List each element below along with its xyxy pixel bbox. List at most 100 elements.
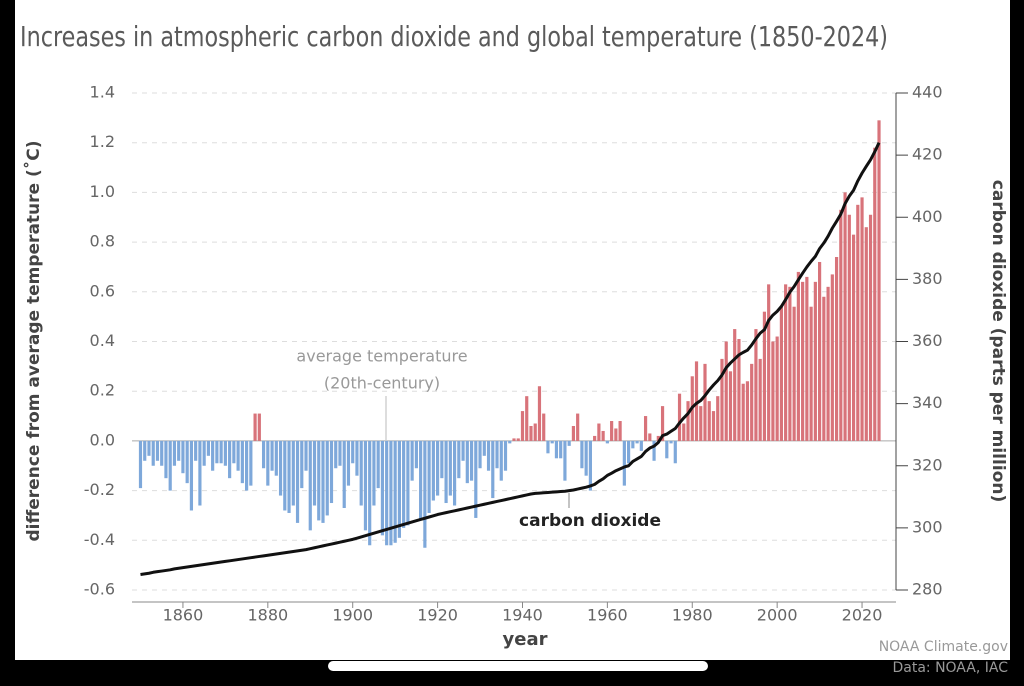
bar [177, 440, 181, 461]
y-tick-label: 1.2 [90, 132, 115, 151]
bar [465, 440, 469, 484]
bar [414, 440, 418, 469]
bar [363, 440, 368, 531]
bar [529, 425, 533, 441]
bar [338, 440, 342, 466]
bar [550, 440, 554, 444]
bar [274, 440, 278, 476]
bar [571, 425, 576, 441]
bar [525, 396, 529, 441]
x-tick-label: 1900 [332, 606, 373, 625]
bar [593, 435, 597, 441]
bar [796, 271, 800, 441]
y2-tick-label: 340 [912, 393, 943, 412]
bar [385, 440, 389, 546]
bar [622, 440, 626, 486]
bar [792, 306, 796, 441]
source: Data: NOAA, IAC [892, 660, 1008, 676]
y2-tick-label: 280 [912, 580, 943, 599]
bar [580, 440, 584, 469]
bar [741, 383, 745, 441]
bar [660, 406, 665, 441]
bar [457, 440, 461, 479]
bar [402, 440, 406, 528]
bar [597, 423, 601, 441]
x-tick-label: 1980 [672, 606, 713, 625]
bar [737, 339, 741, 441]
bar [631, 440, 635, 449]
bar [771, 341, 775, 441]
bar [775, 336, 779, 441]
x-tick-label: 2000 [757, 606, 798, 625]
bar [491, 440, 495, 499]
bar [559, 440, 563, 459]
bar [194, 440, 198, 461]
bar [694, 361, 699, 441]
bar [164, 440, 168, 479]
bar [767, 284, 771, 441]
bar [419, 440, 423, 521]
bar [673, 440, 677, 464]
bar [342, 440, 346, 508]
bar [215, 440, 219, 464]
bar [724, 341, 728, 441]
bar [147, 440, 151, 456]
y2-tick-label: 420 [912, 145, 943, 164]
bar [368, 440, 372, 546]
x-tick-label: 1920 [417, 606, 458, 625]
bar [431, 440, 435, 501]
y2-tick-label: 360 [912, 331, 943, 350]
bar [499, 440, 503, 481]
bar [758, 358, 762, 441]
bar [520, 411, 525, 441]
bar [639, 440, 643, 451]
bar [745, 381, 750, 441]
bar [711, 411, 716, 441]
bar [249, 440, 253, 486]
bar [643, 416, 648, 441]
bar [554, 440, 559, 459]
bar [245, 440, 249, 491]
chart-title: Increases in atmospheric carbon dioxide … [20, 20, 888, 53]
bar [474, 440, 478, 518]
co2-line [140, 142, 881, 576]
bar [397, 440, 401, 538]
bar [304, 440, 308, 471]
bar [601, 430, 605, 441]
bar [423, 440, 427, 548]
bar [788, 286, 792, 441]
bar [478, 440, 482, 469]
bar [436, 440, 440, 496]
bar [380, 440, 385, 536]
bar [185, 440, 189, 484]
bar [189, 440, 194, 511]
bar [843, 192, 847, 441]
bar [160, 440, 164, 466]
bar [376, 440, 380, 489]
bar [278, 440, 283, 496]
y-tick-label: 0.8 [90, 232, 115, 251]
bar [393, 440, 397, 543]
bar [542, 413, 546, 441]
x-tick-label: 1940 [502, 606, 543, 625]
y2-tick-label: 400 [912, 207, 943, 226]
bar [627, 440, 631, 464]
bar [801, 281, 805, 441]
bar [410, 440, 414, 481]
y-tick-label: 0.0 [90, 430, 115, 449]
bar [228, 440, 232, 479]
bar [261, 440, 266, 469]
series-label: carbon dioxide [519, 511, 661, 531]
y2-tick-label: 300 [912, 517, 943, 536]
bar [389, 440, 393, 546]
bar [635, 440, 639, 444]
y-tick-label: -0.4 [84, 530, 115, 549]
bar [427, 440, 431, 513]
bar [733, 329, 737, 441]
bar [270, 440, 274, 471]
bar [512, 438, 516, 441]
bar [716, 396, 720, 441]
bar [300, 440, 304, 489]
x-axis-label: year [503, 629, 548, 650]
bar [291, 440, 295, 506]
